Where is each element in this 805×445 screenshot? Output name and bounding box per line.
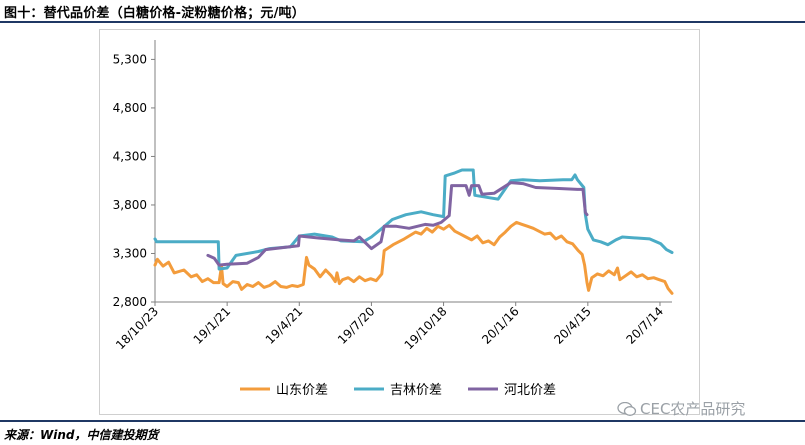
x-tick-label: 20/7/14 xyxy=(623,304,666,347)
y-tick-label: 4,300 xyxy=(113,149,147,163)
x-tick-label: 20/1/16 xyxy=(479,304,522,347)
x-tick-label: 20/4/15 xyxy=(551,304,594,347)
figure-title: 图十：替代品价差（白糖价格-淀粉糖价格；元/吨） xyxy=(4,6,305,21)
series-line-0 xyxy=(153,220,674,295)
y-tick-label: 4,800 xyxy=(113,101,147,115)
y-tick-label: 3,800 xyxy=(113,198,147,212)
y-axis-ticks: 2,800 3,300 3,800 4,300 4,800 5,300 xyxy=(113,52,155,309)
series-line-2 xyxy=(206,181,589,267)
watermark: CEC农产品研究 xyxy=(617,398,745,419)
x-tick-label: 19/1/21 xyxy=(191,304,234,347)
legend-label: 山东价差 xyxy=(276,383,328,398)
x-axis-ticks: 18/10/23 19/1/21 19/4/21 19/7/20 19/10/18 20/… xyxy=(113,302,666,352)
series-line-1 xyxy=(153,168,674,271)
wechat-icon xyxy=(617,402,637,416)
legend-label: 吉林价差 xyxy=(390,383,442,398)
legend-label: 河北价差 xyxy=(504,383,556,398)
top-divider xyxy=(0,21,805,23)
x-tick-label: 19/10/18 xyxy=(402,304,450,352)
chart-frame xyxy=(99,29,700,415)
x-tick-label: 18/10/23 xyxy=(113,304,161,352)
watermark-text: CEC农产品研究 xyxy=(640,400,746,418)
y-tick-label: 5,300 xyxy=(113,52,147,66)
series-lines xyxy=(153,168,674,295)
bottom-divider xyxy=(0,420,805,422)
legend: 山东价差 吉林价差 河北价差 xyxy=(240,383,556,398)
x-tick-label: 19/7/20 xyxy=(335,304,378,347)
y-tick-label: 2,800 xyxy=(113,295,147,309)
x-tick-label: 19/4/21 xyxy=(263,304,306,347)
source-note: 来源：Wind，中信建投期货 xyxy=(4,428,159,442)
y-tick-label: 3,300 xyxy=(113,246,147,260)
